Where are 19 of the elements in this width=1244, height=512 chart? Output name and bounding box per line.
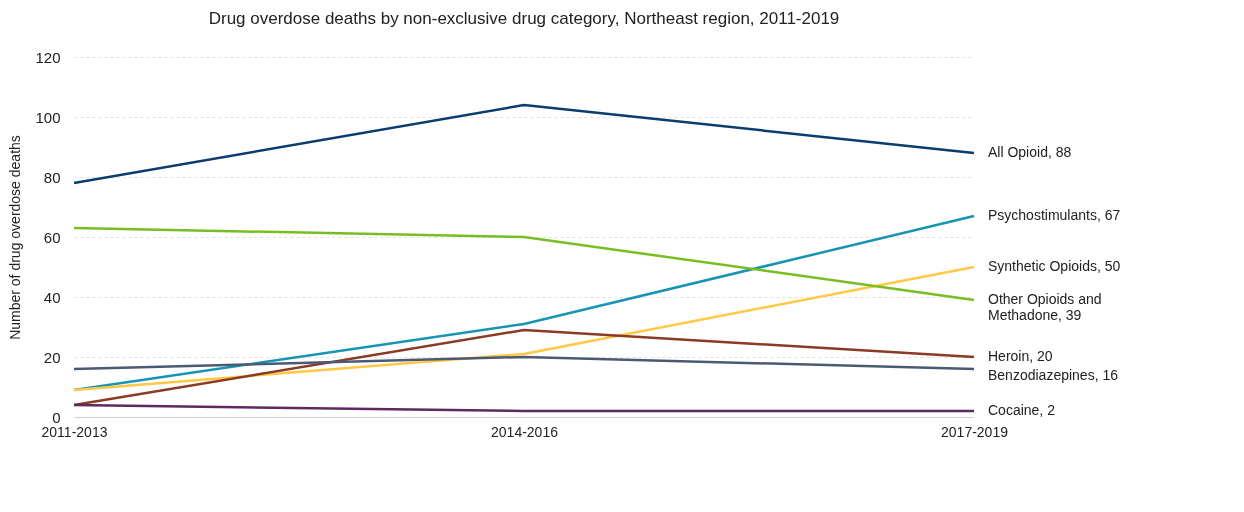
text: Benzodiazepines, 16 [988,367,1118,383]
y-tick-label: 60 [43,228,61,246]
text: Synthetic Opioids, 50 [988,258,1121,274]
x-tick-label: 2011-2013 [41,423,108,440]
text: Psychostimulants, 67 [988,207,1121,223]
y-tick-label: 20 [43,348,61,366]
chart-title: Drug overdose deaths by non-exclusive drug category, Northeast region, 2011-2019 [208,9,840,28]
y-tick-label: 80 [43,168,61,186]
y-tick-label: 40 [43,288,61,306]
y-axis-title: Number of drug overdose deaths [7,135,24,340]
text: Other Opioids and Methadone, 39 [988,291,1102,323]
y-tick-label: 100 [35,108,61,126]
x-tick-label: 2017-2019 [941,423,1009,440]
y-tick-label: 120 [35,48,61,66]
y-tick-label: 0 [52,408,61,426]
text: All Opioid, 88 [988,144,1072,160]
text: Cocaine, 2 [988,402,1055,418]
text: Heroin, 20 [988,348,1053,364]
x-tick-label: 2014-2016 [491,423,559,440]
